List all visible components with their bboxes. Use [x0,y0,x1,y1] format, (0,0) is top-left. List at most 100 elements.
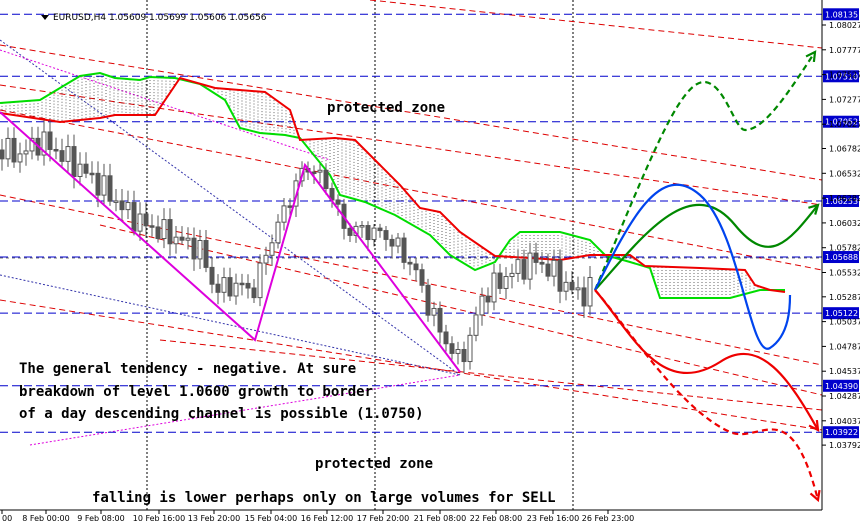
candle [497,263,503,295]
senkou-span-a [0,71,785,299]
candle [503,267,509,300]
level-label: 1.03922 [825,428,858,437]
candle [185,227,191,250]
candle [53,137,59,160]
arrow-head-icon [805,50,817,63]
level-label: 1.07510 [825,72,858,81]
channel-line [159,339,823,411]
candlesticks [0,120,593,374]
candle [569,271,575,295]
time-tick-label: 13 Feb 20:00 [188,514,240,523]
candle [59,138,65,167]
candle [581,276,587,318]
price-axis[interactable]: 1.08027 1.07777 1.07527 1.07277 1.07027 1.067… [822,21,860,450]
candle [437,301,443,344]
candle [389,234,395,258]
vertical-gridlines [146,0,574,510]
time-tick-label: 26 Feb 23:00 [582,514,634,523]
price-tick-label: 1.06532 [829,169,860,178]
candle [431,301,437,327]
candle [443,324,449,352]
price-tick-label: 1.05287 [829,293,860,302]
candle [401,232,407,270]
channel-line [99,224,823,396]
candle [563,271,569,301]
channel-line [0,274,461,376]
candle [29,126,35,160]
candle [269,234,275,266]
candle [371,224,377,247]
sell-volume-note: falling is lower perhaps only on large v… [92,490,556,506]
tendency-text-line3: of a day descending channel is possible … [19,406,424,422]
channel-line [0,49,331,161]
candle [479,287,485,326]
candle [275,214,281,249]
candle [41,120,47,166]
channel-line [369,0,823,49]
channel-line [0,299,823,431]
candle [173,226,179,254]
forecast-blue-solid [594,183,792,350]
candle [461,341,467,374]
support-resistance-levels: 1.08135 1.07510 1.07052 1.06253 1.05688 1.051… [0,8,859,439]
level-label-box [823,194,859,207]
candle [221,267,227,303]
forecast-red-dashed [594,289,820,501]
candle [113,188,119,212]
price-tick-label: 1.05532 [829,269,860,278]
ichimoku-cloud [0,71,786,299]
candle [227,267,233,302]
price-tick-label: 1.05037 [829,318,860,327]
forecast-green-solid [594,203,819,291]
candle [509,263,515,289]
chevron-down-icon[interactable] [41,15,49,20]
candle [527,242,533,290]
candle [179,226,185,245]
candle [233,273,239,305]
candle [491,264,497,311]
protected-zone-bottom-label: protected zone [315,456,433,472]
candle [197,229,203,270]
candle [167,208,173,256]
candle [215,274,221,305]
candle [0,139,5,171]
candle [533,242,539,275]
candle [161,208,167,249]
channel-lines [0,0,823,446]
time-tick-label: 15 Feb 04:00 [245,514,297,523]
candle [515,249,521,283]
candle [137,202,143,241]
candle [467,327,473,370]
time-tick-label: 23 Feb 16:00 [527,514,579,523]
zigzag-pattern [0,111,461,373]
candle [263,246,269,275]
price-tick-label: 1.06282 [829,194,860,203]
price-tick-label: 1.07027 [829,120,860,129]
forecast-green-dashed [593,51,816,291]
tendency-text-line2: breakdown of level 1.0600 growth to bord… [19,384,373,400]
candle [521,249,527,285]
forecast-red-solid [594,289,819,431]
candle [191,227,197,271]
candle [209,257,215,294]
candle [101,163,107,205]
time-tick-label: 16 Feb 12:00 [301,514,353,523]
level-label: 1.08135 [825,10,858,19]
level-label: 1.06253 [825,197,858,206]
candle [485,287,491,314]
price-tick-label: 1.05782 [829,244,860,253]
price-tick-label: 1.07277 [829,95,860,104]
price-tick-label: 1.03792 [829,441,860,450]
candle [119,189,125,222]
candle [143,202,149,238]
arrow-head-icon [809,489,821,503]
candle [557,249,563,304]
candle [359,221,365,238]
price-tick-label: 1.04037 [829,417,860,426]
forecast-arrows [593,50,821,503]
level-label-box [823,70,859,83]
candle [473,306,479,342]
time-axis[interactable]: 00 8 Feb 00:00 9 Feb 08:00 10 Feb 16:00 13 F… [1,510,634,523]
